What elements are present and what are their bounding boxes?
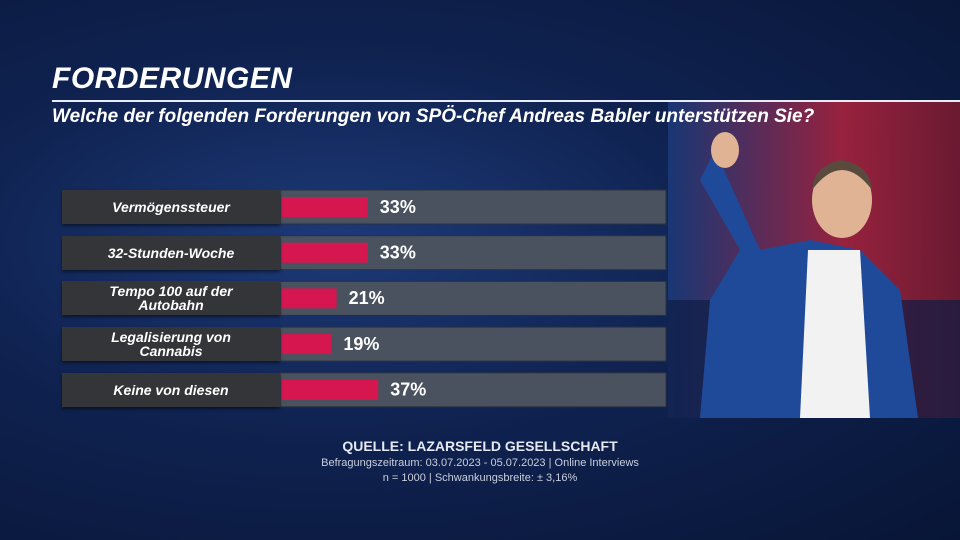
bar bbox=[282, 334, 332, 355]
value-label: 21% bbox=[349, 288, 385, 308]
category-label: Legalisierung von Cannabis bbox=[111, 329, 231, 360]
category-box: Vermögenssteuer bbox=[62, 190, 280, 224]
bar bbox=[282, 379, 379, 400]
subtitle: Welche der folgenden Forderungen von SPÖ… bbox=[52, 106, 815, 127]
bar bbox=[282, 288, 337, 309]
bar bbox=[282, 242, 368, 263]
category-box: Legalisierung von Cannabis bbox=[62, 327, 280, 362]
title-rule bbox=[52, 100, 960, 102]
value-label: 19% bbox=[343, 334, 379, 354]
category-label: Vermögenssteuer bbox=[112, 199, 230, 215]
bar bbox=[282, 197, 368, 217]
bar-track bbox=[279, 280, 667, 316]
category-label: Keine von diesen bbox=[113, 381, 229, 398]
source: QUELLE: LAZARSFELD GESELLSCHAFT bbox=[342, 438, 618, 454]
category-box: 32-Stunden-Woche bbox=[62, 235, 280, 270]
title: FORDERUNGEN bbox=[52, 62, 293, 95]
category-label: 32-Stunden-Woche bbox=[107, 244, 235, 261]
value-label: 37% bbox=[390, 380, 426, 400]
value-label: 33% bbox=[380, 242, 416, 262]
value-label: 33% bbox=[380, 197, 416, 217]
category-box: Tempo 100 auf der Autobahn bbox=[62, 281, 280, 316]
bar-track bbox=[279, 326, 667, 362]
category-label: Tempo 100 auf der Autobahn bbox=[109, 283, 233, 314]
category-box: Keine von diesen bbox=[62, 372, 280, 407]
note: Befragungszeitraum: 03.07.2023 - 05.07.2… bbox=[321, 457, 639, 469]
note: n = 1000 | Schwankungsbreite: ± 3,16% bbox=[382, 472, 578, 484]
